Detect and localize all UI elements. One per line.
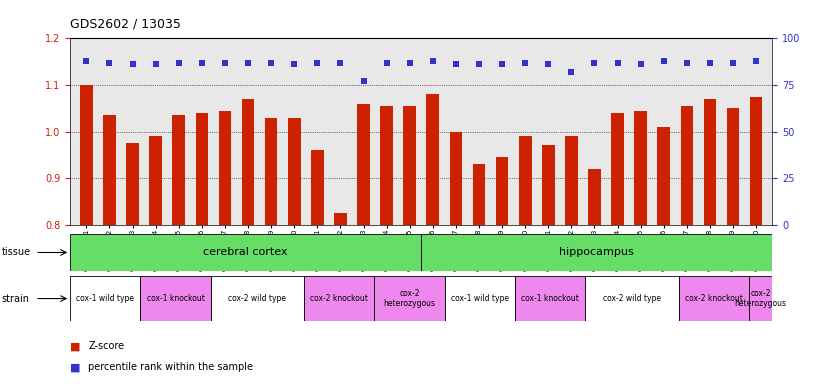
Bar [211,276,304,321]
Point [611,60,624,66]
Point [172,60,185,66]
Text: ■: ■ [70,362,81,372]
Bar [311,150,324,225]
Bar [426,94,439,225]
Point [704,60,717,66]
Text: Z-score: Z-score [88,341,125,351]
Bar [727,108,739,225]
Point [218,60,231,66]
Bar [80,85,93,225]
Point [726,60,739,66]
Bar [380,106,393,225]
Bar [585,276,679,321]
Text: cox-1 knockout: cox-1 knockout [146,294,205,303]
Bar [542,146,554,225]
Bar [472,164,486,225]
Text: ■: ■ [70,341,81,351]
Bar [611,113,624,225]
Text: cox-2 knockout: cox-2 knockout [685,294,743,303]
Point [403,60,416,66]
Bar [749,276,772,321]
Point [264,60,278,66]
Bar [196,113,208,225]
Point [334,60,347,66]
Point [496,61,509,68]
Text: cox-1 wild type: cox-1 wild type [76,294,135,303]
Bar [403,106,416,225]
Bar [140,276,211,321]
Point [449,61,463,68]
Point [426,58,439,64]
Point [749,58,762,64]
Bar [565,136,577,225]
Text: GDS2602 / 13035: GDS2602 / 13035 [70,17,181,30]
Point [681,60,694,66]
Text: cox-2 wild type: cox-2 wild type [603,294,661,303]
Text: cox-1 knockout: cox-1 knockout [521,294,579,303]
Point [542,61,555,68]
Bar [515,276,585,321]
Bar [126,143,139,225]
Text: hippocampus: hippocampus [559,247,634,258]
Bar [70,234,421,271]
Bar [334,213,347,225]
Bar [657,127,670,225]
Point [588,60,601,66]
Point [472,61,486,68]
Bar [357,104,370,225]
Bar [219,111,231,225]
Point [311,60,324,66]
Bar [704,99,716,225]
Bar [519,136,532,225]
Bar [496,157,509,225]
Point [565,69,578,75]
Bar [173,115,185,225]
Bar [750,97,762,225]
Point [80,58,93,64]
Text: strain: strain [2,293,30,304]
Point [519,60,532,66]
Bar [374,276,444,321]
Point [657,58,671,64]
Point [126,61,139,68]
Bar [242,99,254,225]
Bar [449,132,463,225]
Point [241,60,254,66]
Point [380,60,393,66]
Bar [681,106,693,225]
Bar [70,276,140,321]
Text: cerebral cortex: cerebral cortex [203,247,288,258]
Bar [103,115,116,225]
Text: cox-2
heterozygous: cox-2 heterozygous [383,289,435,308]
Bar [150,136,162,225]
Point [149,61,162,68]
Bar [679,276,749,321]
Bar [588,169,601,225]
Text: percentile rank within the sample: percentile rank within the sample [88,362,254,372]
Point [103,60,116,66]
Bar [444,276,515,321]
Text: tissue: tissue [2,247,31,258]
Text: cox-2
heterozygous: cox-2 heterozygous [734,289,786,308]
Bar [421,234,772,271]
Bar [265,118,278,225]
Bar [634,111,647,225]
Text: cox-2 knockout: cox-2 knockout [311,294,368,303]
Text: cox-2 wild type: cox-2 wild type [229,294,287,303]
Bar [288,118,301,225]
Bar [304,276,374,321]
Point [357,78,370,84]
Text: cox-1 wild type: cox-1 wild type [451,294,509,303]
Point [287,61,301,68]
Point [634,61,648,68]
Point [195,60,208,66]
